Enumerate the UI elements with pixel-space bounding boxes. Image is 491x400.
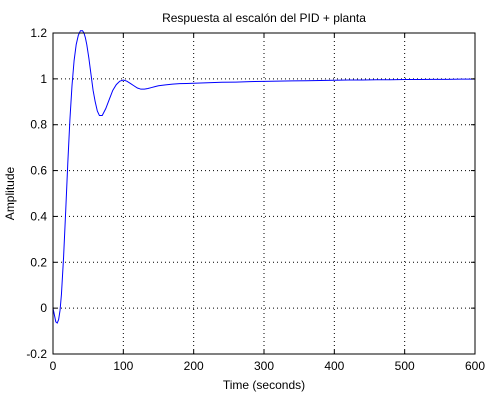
x-tick-labels: 0 100 200 300 400 500 600 <box>50 359 486 373</box>
tick-marks <box>52 32 476 355</box>
y-axis-label: Amplitude <box>3 167 17 221</box>
x-tick-label: 500 <box>395 359 415 373</box>
x-tick-label: 300 <box>254 359 274 373</box>
x-tick-label: 100 <box>113 359 133 373</box>
y-tick-label: 0.8 <box>30 118 47 132</box>
y-tick-label: 0.2 <box>30 255 47 269</box>
y-tick-label: 0.4 <box>30 209 47 223</box>
grid-lines <box>53 33 475 354</box>
chart-title: Respuesta al escalón del PID + planta <box>162 11 366 25</box>
y-tick-label: 0 <box>40 301 47 315</box>
x-tick-label: 200 <box>184 359 204 373</box>
x-tick-label: 400 <box>324 359 344 373</box>
y-tick-label: 1 <box>40 72 47 86</box>
y-tick-label: -0.2 <box>26 347 47 361</box>
step-response-line <box>52 30 475 324</box>
series-group <box>52 30 475 324</box>
x-tick-label: 0 <box>50 359 57 373</box>
x-axis-label: Time (seconds) <box>223 378 305 392</box>
y-tick-label: 0.6 <box>30 164 47 178</box>
x-tick-label: 600 <box>465 359 485 373</box>
y-tick-label: 1.2 <box>30 26 47 40</box>
y-tick-labels: -0.2 0 0.2 0.4 0.6 0.8 1 1.2 <box>26 26 47 361</box>
